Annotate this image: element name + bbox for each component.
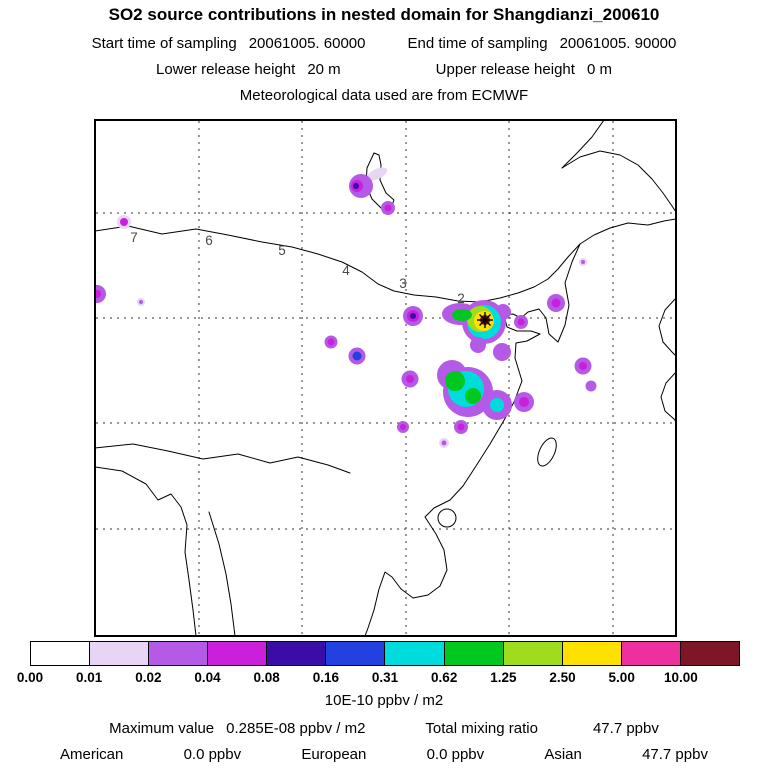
trajectory-hour-label: 7 — [130, 230, 138, 245]
colorbar-tick-label: 0.04 — [194, 670, 221, 685]
concentration-blob — [579, 258, 587, 266]
coastline-okhotsk-b — [561, 150, 675, 212]
colorbar-tick-label: 0.62 — [431, 670, 458, 685]
release-heights-line: Lower release height 20 m Upper release … — [0, 61, 768, 78]
concentration-blob — [96, 285, 106, 303]
colorbar-tick-label: 5.00 — [608, 670, 635, 685]
coastline-bay-of-bengal — [96, 466, 197, 635]
concentration-blob — [348, 347, 366, 365]
concentration-blob — [547, 294, 565, 312]
concentration-blob — [381, 201, 395, 215]
map-border — [94, 119, 677, 637]
border-himalaya — [96, 443, 351, 474]
island-hainan — [437, 508, 457, 528]
colorbar-tick-label: 0.16 — [312, 670, 339, 685]
concentration-blob — [514, 392, 534, 412]
colorbar-segment — [561, 642, 621, 665]
lower-height-value: 20 m — [307, 61, 341, 78]
colorbar-segment — [502, 642, 562, 665]
colorbar-tick-label: 2.50 — [549, 670, 576, 685]
lower-height-label: Lower release height — [156, 61, 296, 78]
region-value: 47.7 ppbv — [642, 746, 708, 763]
trajectory-hour-labels: 7 6 5 4 3 2 — [130, 230, 465, 306]
max-value: 0.285E-08 ppbv / m2 — [226, 720, 366, 737]
start-time-value: 20061005. 60000 — [248, 35, 366, 52]
coastline-north-border — [96, 218, 675, 303]
colorbar-tick-label: 0.01 — [76, 670, 103, 685]
colorbar-segment — [443, 642, 503, 665]
trajectory-hour-label: 2 — [457, 291, 465, 306]
sampling-times-line: Start time of sampling 20061005. 60000 E… — [0, 35, 768, 52]
region-name: Asian — [544, 746, 582, 763]
region-value: 0.0 ppbv — [183, 746, 242, 763]
concentration-blob — [403, 306, 423, 326]
colorbar-segment — [620, 642, 680, 665]
start-time-label: Start time of sampling — [91, 35, 237, 52]
coastline-japan-a — [658, 298, 675, 356]
summary-line: Maximum value 0.285E-08 ppbv / m2 Total … — [0, 720, 768, 737]
concentration-blob — [514, 315, 528, 329]
trajectory-hour-label: 4 — [342, 263, 350, 278]
concentration-field — [96, 167, 597, 448]
colorbar-segment — [384, 642, 444, 665]
met-data-line: Meteorological data used are from ECMWF — [239, 87, 529, 104]
colorbar-tick-label: 0.00 — [16, 670, 44, 685]
colorbar-segment — [266, 642, 326, 665]
colorbar-tick-label: 0.08 — [253, 670, 280, 685]
concentration-blob-cluster — [437, 360, 512, 420]
concentration-blob — [324, 335, 338, 349]
colorbar-tick-label: 0.31 — [371, 670, 399, 685]
colorbar-units-label: 10E-10 ppbv / m2 — [324, 692, 444, 709]
grid-lines — [96, 121, 675, 635]
region-contributions-line: American 0.0 ppbv European 0.0 ppbv Asia… — [60, 746, 708, 763]
receptor-marker — [477, 312, 493, 328]
max-value-label: Maximum value — [109, 720, 215, 737]
concentration-blob — [137, 298, 145, 306]
coastline-east-asia — [364, 243, 581, 635]
colorbar-segment — [679, 642, 739, 665]
colorbar-ticks: 0.00 0.01 0.02 0.04 0.08 0.16 0.31 0.62 1.25 2.50… — [0, 670, 768, 686]
total-mixing-ratio-value: 47.7 ppbv — [592, 720, 659, 737]
coastlines — [96, 121, 675, 635]
colorbar-tick-label: 10.00 — [663, 670, 698, 685]
colorbar — [30, 641, 740, 666]
coastline-okhotsk-a — [561, 121, 604, 169]
colorbar-segment — [325, 642, 385, 665]
end-time-value: 20061005. 90000 — [559, 35, 677, 52]
concentration-blob — [574, 357, 592, 375]
colorbar-tick-label: 1.25 — [490, 670, 517, 685]
colorbar-segment — [31, 642, 90, 665]
region-name: European — [301, 746, 367, 763]
colorbar-segment — [207, 642, 267, 665]
end-time-label: End time of sampling — [407, 35, 548, 52]
trajectory-hour-label: 5 — [278, 243, 286, 258]
coastline-japan-b — [660, 372, 675, 422]
region-name: American — [60, 746, 124, 763]
concentration-blob — [401, 370, 419, 388]
concentration-blob — [439, 438, 449, 448]
concentration-blob — [585, 380, 597, 392]
concentration-blob-source — [442, 300, 511, 344]
concentration-blob — [117, 215, 131, 229]
total-mixing-ratio-label: Total mixing ratio — [425, 720, 538, 737]
concentration-blob — [349, 167, 388, 198]
concentration-blob — [454, 420, 468, 434]
colorbar-segment — [89, 642, 149, 665]
region-value: 0.0 ppbv — [426, 746, 485, 763]
trajectory-hour-label: 6 — [205, 233, 213, 248]
island-taiwan — [537, 437, 557, 467]
page-title: SO2 source contributions in nested domai… — [108, 5, 660, 24]
colorbar-tick-label: 0.02 — [135, 670, 162, 685]
concentration-blob — [470, 337, 511, 361]
upper-height-value: 0 m — [586, 61, 612, 78]
coastline-burma — [208, 511, 236, 635]
colorbar-segment — [148, 642, 208, 665]
trajectory-hour-label: 3 — [399, 276, 407, 291]
concentration-blob — [397, 421, 409, 433]
upper-height-label: Upper release height — [435, 61, 575, 78]
